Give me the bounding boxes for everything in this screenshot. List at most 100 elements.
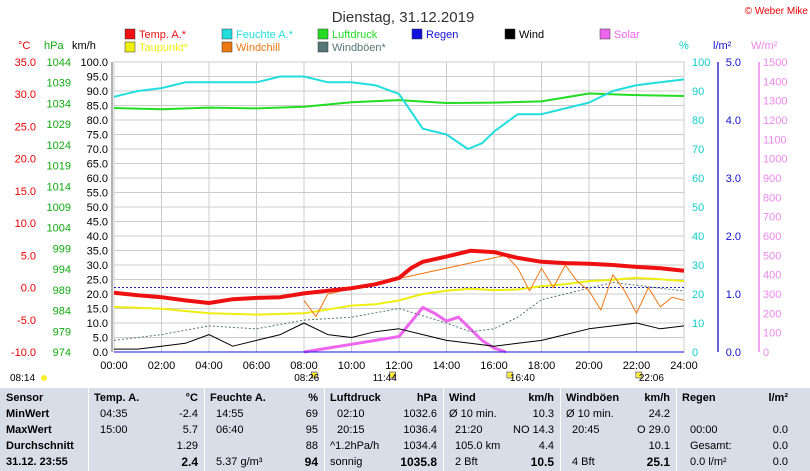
legend-label: Solar <box>614 29 640 41</box>
hpa-tick-label: 1004 <box>47 223 71 235</box>
pct-tick-label: 20 <box>692 289 704 301</box>
rain-current-2: 0.0 <box>772 456 788 468</box>
series-line <box>113 276 685 316</box>
legend-swatch <box>504 28 516 40</box>
hpa-tick-label: 1014 <box>47 181 71 193</box>
legend-swatch <box>124 41 136 53</box>
legend-swatch <box>317 28 329 40</box>
x-tick-label: 04:00 <box>195 360 223 372</box>
kmh-tick-label: 80.0 <box>87 115 108 127</box>
sun-marker-icon <box>389 371 396 379</box>
axis-unit-label: W/m² <box>751 40 778 52</box>
wind-bft: 2 Bft <box>455 456 478 468</box>
solar-tick-label: 400 <box>763 270 781 282</box>
rain-tick-label: 1.0 <box>726 289 741 301</box>
hum-unit: % <box>308 392 318 404</box>
hpa-tick-label: 994 <box>53 264 71 276</box>
rain-tick-label: 0.0 <box>726 347 741 359</box>
sun-time-label: 16:40 <box>510 373 535 384</box>
wind-max-time: 21:20 <box>455 424 483 436</box>
kmh-tick-label: 100.0 <box>80 57 108 69</box>
solar-tick-label: 1100 <box>763 134 787 146</box>
hum-absolute: 5.37 g/m³ <box>216 456 263 468</box>
solar-tick-label: 1200 <box>763 115 787 127</box>
axis-unit-label: % <box>679 40 689 52</box>
press-min-time: 02:10 <box>337 408 365 420</box>
solar-tick-label: 0 <box>763 347 769 359</box>
wind-distance: 105.0 km <box>455 440 501 452</box>
rain-header: Regen <box>682 392 716 404</box>
wind-header: Wind <box>449 392 476 404</box>
sun-marker-icon <box>635 371 643 379</box>
temp-tick-label: 0.0 <box>21 283 36 295</box>
gust-header: Windböen <box>566 392 620 404</box>
solar-tick-label: 500 <box>763 250 781 262</box>
temp-tick-label: 20.0 <box>15 154 36 166</box>
rain-value: 0.0 <box>772 424 788 436</box>
kmh-tick-label: 15.0 <box>87 304 108 316</box>
solar-tick-label: 1400 <box>763 76 787 88</box>
kmh-tick-label: 65.0 <box>87 159 108 171</box>
solar-tick-label: 1300 <box>763 96 787 108</box>
gust-max-dir: O 29.0 <box>636 424 670 436</box>
hpa-tick-label: 1019 <box>47 161 71 173</box>
legend-swatch <box>221 41 233 53</box>
sun-icon <box>41 375 47 381</box>
pct-tick-label: 60 <box>692 173 704 185</box>
kmh-tick-label: 85.0 <box>87 101 108 113</box>
wind-current: 10.5 <box>530 455 554 469</box>
hpa-tick-label: 1009 <box>47 202 71 214</box>
hpa-tick-label: 979 <box>53 326 71 338</box>
chart-axes: 00:00 02:00 04:00 06:00 08:00 10:00 12:00 14:00… <box>11 40 788 372</box>
gust-avg-label: Ø 10 min. <box>566 408 614 420</box>
legend-label: Windchill <box>236 42 280 54</box>
sun-row: 08:14 08:26 11:44 16:40 22:06 <box>10 371 664 384</box>
kmh-tick-label: 10.0 <box>87 318 108 330</box>
temp-current: 2.4 <box>181 455 198 469</box>
temp-avg: 1.29 <box>176 440 198 452</box>
legend-swatch <box>411 28 423 40</box>
solar-tick-label: 300 <box>763 289 781 301</box>
rain-tick-label: 4.0 <box>726 115 741 127</box>
axis-unit-label: hPa <box>44 40 64 52</box>
temp-tick-label: 30.0 <box>15 89 36 101</box>
sunrise-left-label: 08:14 <box>10 373 35 384</box>
gust-bft: 4 Bft <box>572 456 595 468</box>
solar-tick-label: 1000 <box>763 154 787 166</box>
solar-tick-label: 900 <box>763 173 781 185</box>
hpa-tick-label: 1034 <box>47 98 71 110</box>
rain-total-value: 0.0 <box>772 440 788 452</box>
gust-unit: km/h <box>644 392 670 404</box>
temp-header: Temp. A. <box>94 392 140 404</box>
rain-tick-label: 2.0 <box>726 231 741 243</box>
pct-tick-label: 10 <box>692 318 704 330</box>
press-unit: hPa <box>416 392 437 404</box>
kmh-tick-label: 60.0 <box>87 173 108 185</box>
press-max-time: 20:15 <box>337 424 365 436</box>
hpa-tick-label: 984 <box>53 306 71 318</box>
hum-max-value: 95 <box>305 424 318 436</box>
sun-marker-icon <box>506 371 514 379</box>
kmh-tick-label: 25.0 <box>87 275 108 287</box>
gust-mean: 10.1 <box>648 440 670 452</box>
press-max-value: 1036.4 <box>403 424 437 436</box>
legend-label: Temp. A.* <box>139 29 187 41</box>
solar-tick-label: 200 <box>763 308 781 320</box>
chart-plot <box>113 75 685 354</box>
chart-legend: Temp. A.* Feuchte A.* Luftdruck Regen Wind So… <box>124 28 640 54</box>
copyright-label: © Weber Mike <box>745 6 809 17</box>
temp-tick-label: -10.0 <box>11 347 36 359</box>
hum-header: Feuchte A. <box>210 392 266 404</box>
kmh-tick-label: 75.0 <box>87 130 108 142</box>
temp-tick-label: -5.0 <box>17 315 36 327</box>
pct-tick-label: 90 <box>692 86 704 98</box>
x-tick-label: 18:00 <box>528 360 556 372</box>
kmh-tick-label: 50.0 <box>87 202 108 214</box>
legend-label: Taupunkt* <box>139 42 189 54</box>
hpa-tick-label: 999 <box>53 243 71 255</box>
x-tick-label: 02:00 <box>148 360 176 372</box>
minwert-label: MinWert <box>6 408 50 420</box>
hpa-tick-label: 1039 <box>47 78 71 90</box>
x-tick-label: 24:00 <box>670 360 698 372</box>
